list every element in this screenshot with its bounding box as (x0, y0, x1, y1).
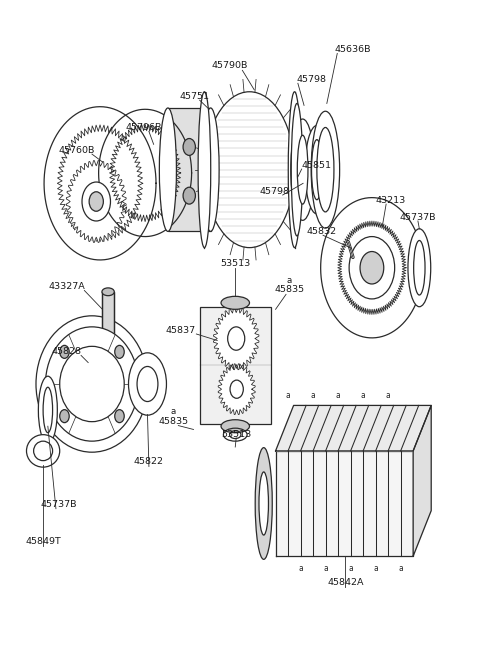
Ellipse shape (305, 126, 329, 214)
Text: 45737B: 45737B (40, 500, 77, 509)
Text: 45798: 45798 (259, 187, 289, 196)
Polygon shape (276, 451, 413, 556)
Circle shape (228, 327, 245, 350)
Circle shape (115, 409, 124, 422)
Ellipse shape (414, 240, 425, 295)
Ellipse shape (291, 103, 302, 236)
Text: a: a (311, 391, 315, 400)
Ellipse shape (297, 135, 308, 204)
Ellipse shape (137, 366, 158, 402)
Circle shape (89, 192, 103, 212)
Text: 45822: 45822 (134, 457, 164, 466)
Polygon shape (214, 307, 259, 369)
Text: a: a (286, 391, 290, 400)
Text: a: a (361, 391, 365, 400)
Text: 43327A: 43327A (48, 282, 85, 291)
Ellipse shape (60, 346, 124, 422)
Text: a: a (336, 391, 340, 400)
Ellipse shape (221, 420, 250, 433)
Text: 45837: 45837 (166, 326, 196, 335)
Ellipse shape (288, 92, 301, 248)
Polygon shape (98, 109, 192, 236)
Text: 43213: 43213 (376, 196, 406, 205)
Text: 45835: 45835 (274, 286, 304, 294)
Text: 45751: 45751 (180, 92, 210, 101)
Text: 45849T: 45849T (25, 537, 61, 546)
Polygon shape (413, 405, 431, 556)
Text: 53513: 53513 (220, 259, 251, 269)
Circle shape (230, 380, 243, 398)
Text: 45832: 45832 (307, 227, 336, 236)
Text: 53513: 53513 (221, 430, 252, 438)
Text: 45851: 45851 (301, 160, 332, 170)
Text: 45636B: 45636B (335, 45, 372, 54)
Circle shape (360, 252, 384, 284)
Circle shape (183, 187, 195, 204)
Ellipse shape (43, 387, 53, 433)
Ellipse shape (311, 111, 340, 228)
Polygon shape (218, 364, 255, 415)
Ellipse shape (129, 353, 167, 415)
Circle shape (60, 345, 69, 358)
Circle shape (349, 236, 395, 299)
Text: a: a (287, 276, 292, 285)
Polygon shape (44, 107, 156, 260)
Ellipse shape (38, 376, 57, 443)
Circle shape (60, 409, 69, 422)
Circle shape (183, 138, 195, 155)
Text: 45798: 45798 (297, 75, 327, 84)
Text: 45796B: 45796B (126, 123, 162, 132)
Bar (102, 291, 114, 368)
Polygon shape (276, 405, 431, 451)
Ellipse shape (317, 128, 334, 212)
Bar (168, 108, 211, 231)
Ellipse shape (408, 229, 431, 307)
Text: a: a (373, 564, 378, 573)
Ellipse shape (26, 435, 60, 467)
Circle shape (82, 182, 110, 221)
Polygon shape (66, 160, 126, 242)
Polygon shape (321, 198, 423, 338)
Text: 45842A: 45842A (327, 578, 363, 587)
Bar (200, 307, 271, 424)
Text: 45737B: 45737B (400, 213, 436, 221)
Ellipse shape (255, 447, 272, 559)
Text: a: a (398, 564, 403, 573)
Ellipse shape (159, 108, 177, 231)
Text: 45835: 45835 (158, 417, 189, 426)
Ellipse shape (291, 119, 314, 220)
Ellipse shape (36, 316, 148, 452)
Text: 45828: 45828 (52, 347, 82, 356)
Ellipse shape (312, 140, 322, 200)
Text: 45760B: 45760B (58, 145, 95, 155)
Text: a: a (323, 564, 328, 573)
Text: a: a (171, 407, 176, 417)
Text: a: a (298, 564, 303, 573)
Text: a: a (386, 391, 391, 400)
Ellipse shape (221, 296, 250, 309)
Ellipse shape (46, 327, 138, 441)
Ellipse shape (102, 288, 114, 295)
Ellipse shape (198, 92, 211, 248)
Ellipse shape (204, 92, 295, 248)
Text: a: a (348, 564, 353, 573)
Ellipse shape (34, 441, 53, 460)
Circle shape (115, 345, 124, 358)
Text: 45790B: 45790B (211, 62, 248, 70)
Ellipse shape (102, 365, 114, 372)
Ellipse shape (259, 472, 268, 535)
Ellipse shape (202, 108, 219, 231)
